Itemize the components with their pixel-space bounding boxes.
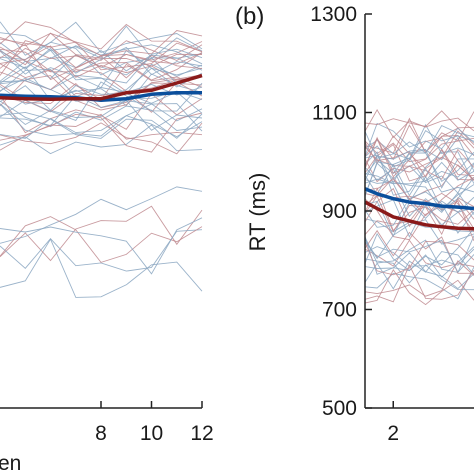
individual-trace [0,100,203,131]
panel-a: 8 10 12 en [0,21,214,474]
individual-trace [0,48,203,84]
panel-a-x-tick-label: 10 [140,422,163,445]
individual-trace [0,216,203,263]
individual-trace [0,217,203,275]
individual-trace [0,122,203,155]
individual-trace [364,239,474,273]
panel-b-y-tick-label: 700 [322,299,357,322]
individual-trace [364,130,474,170]
individual-trace [364,162,474,196]
individual-trace [0,23,203,53]
individual-trace [364,137,474,181]
individual-trace [364,187,474,230]
panel-b-y-tick-label: 1100 [312,102,357,125]
panel-b-label: (b) [235,3,264,30]
panel-b-x-tick-label: 2 [387,422,399,445]
individual-trace [364,129,474,168]
individual-trace [364,157,474,196]
individual-trace [364,196,474,237]
individual-trace [364,109,474,139]
panel-a-mean-lines [0,73,203,102]
individual-trace [364,235,474,273]
individual-trace [364,266,474,300]
individual-trace [364,166,474,210]
individual-trace [364,136,474,180]
blue-mean-line [364,187,474,211]
panel-b-y-axis-title: RT (ms) [245,173,270,252]
individual-trace [364,260,474,297]
individual-trace [0,238,203,298]
individual-trace [364,110,474,129]
individual-trace [0,73,203,107]
individual-trace [0,95,203,127]
individual-trace [0,43,203,81]
individual-trace [364,269,474,306]
individual-trace [364,218,474,233]
individual-trace [364,137,474,167]
red-mean-line [364,200,474,231]
individual-trace [0,40,203,69]
individual-trace [364,199,474,238]
panel-b-y-tick-label: 1300 [310,3,357,26]
individual-trace [0,40,203,76]
individual-trace [0,205,203,262]
panel-b-mean-lines [364,187,474,231]
individual-trace [364,193,474,236]
panel-b-y-tick-label: 500 [322,397,357,420]
individual-trace [0,81,203,121]
panel-a-x-axis-title: en [0,452,21,474]
individual-trace [0,21,203,56]
red-mean-line [0,73,203,101]
individual-trace [364,122,474,157]
individual-trace [0,99,203,131]
individual-trace [364,252,474,290]
individual-trace [0,186,203,244]
individual-trace [0,93,203,134]
panel-a-x-ticks: 8 10 12 [95,401,214,445]
panel-a-x-tick-label: 12 [190,422,213,445]
individual-trace [0,84,203,114]
individual-trace [0,45,203,81]
panel-b: 500 700 900 1100 1300 2 (b) RT (ms) [235,3,474,445]
panel-b-y-ticks: 500 700 900 1100 1300 [310,3,372,420]
individual-trace [364,227,474,271]
panel-b-x-ticks: 2 [387,401,399,445]
individual-trace [364,258,474,291]
panel-a-x-tick-label: 8 [95,422,107,445]
individual-trace [364,240,474,276]
individual-trace [364,251,474,290]
individual-trace [0,21,203,57]
individual-trace [364,124,474,167]
individual-trace [364,161,474,197]
individual-trace [364,151,474,184]
individual-trace [0,48,203,72]
individual-trace [0,124,203,155]
individual-trace [364,177,474,212]
individual-trace [364,143,474,182]
individual-trace [0,32,203,67]
individual-trace [364,264,474,303]
individual-trace [0,229,203,272]
individual-trace [0,115,203,139]
panel-b-y-tick-label: 900 [322,200,357,223]
panel-a-individual-lines [0,21,203,298]
individual-trace [364,200,474,242]
